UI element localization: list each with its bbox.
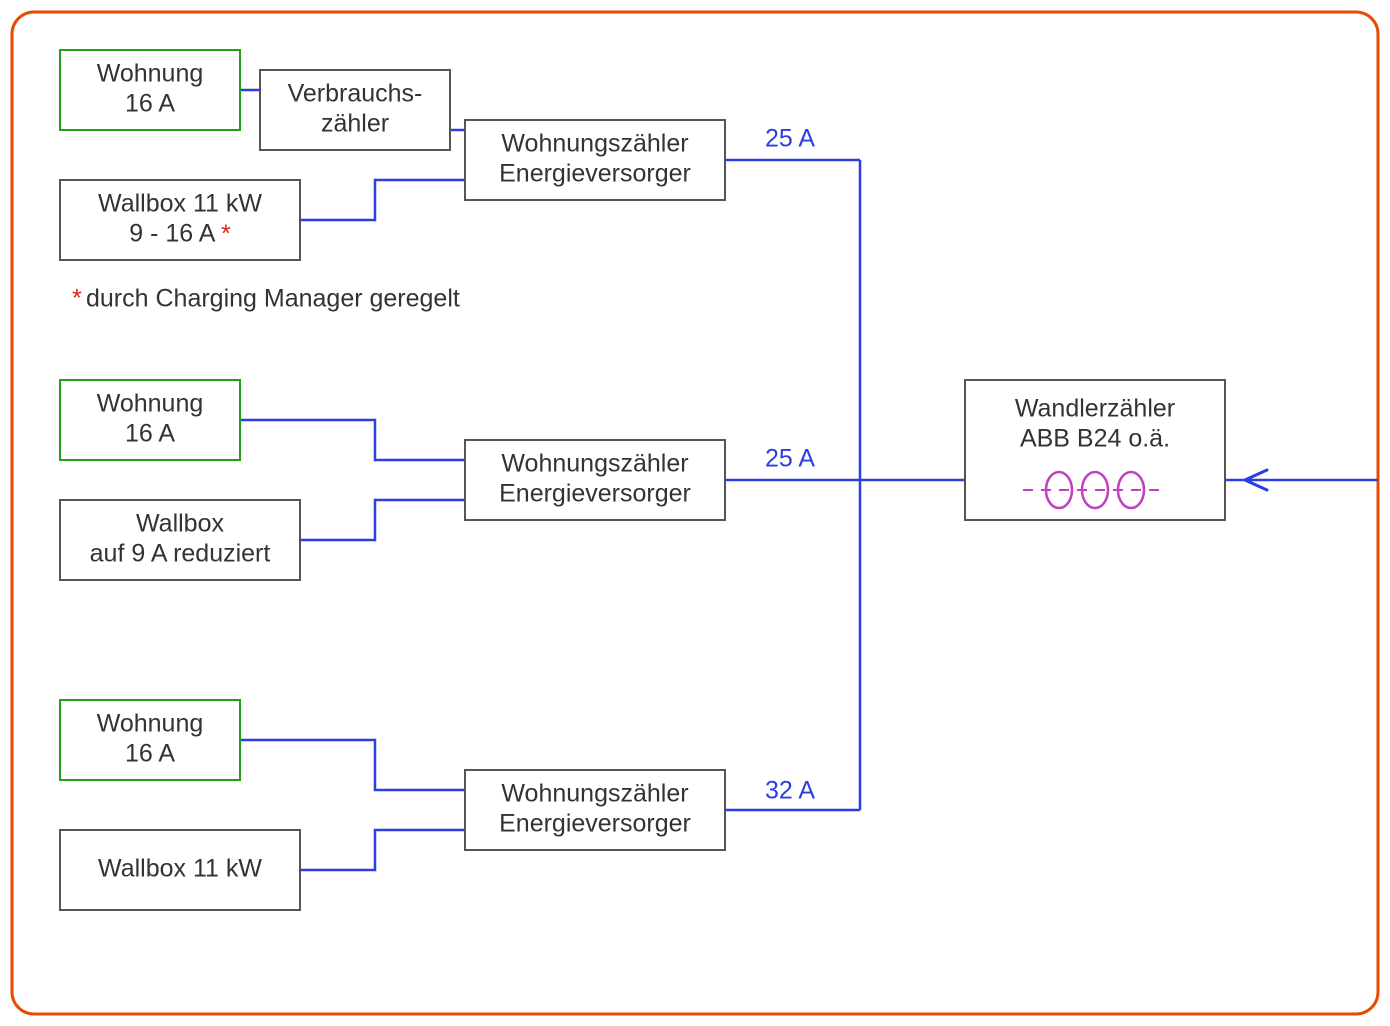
wire-5 xyxy=(300,500,465,540)
node-wb2-line-1: auf 9 A reduziert xyxy=(90,540,271,568)
amp-label-0: 25 A xyxy=(765,125,815,153)
node-wp3-line-0: Wohnungszähler xyxy=(501,780,688,808)
node-vz: Verbrauchs-zähler xyxy=(260,70,450,150)
footnote-asterisk: * xyxy=(72,285,82,313)
amp-label-1: 25 A xyxy=(765,445,815,473)
node-wb3-line-0: Wallbox 11 kW xyxy=(98,855,262,883)
node-main-line-0: Wandlerzähler xyxy=(1015,395,1175,423)
node-wb1-line-0: Wallbox 11 kW xyxy=(98,190,262,218)
node-wb1-line-1: 9 - 16 A * xyxy=(129,220,231,248)
wire-8 xyxy=(300,830,465,870)
node-wp1-line-1: Energieversorger xyxy=(499,160,691,188)
node-wp1: WohnungszählerEnergieversorger xyxy=(465,120,725,200)
node-wp1-line-0: Wohnungszähler xyxy=(501,130,688,158)
node-wb3: Wallbox 11 kW xyxy=(60,830,300,910)
node-wb2: Wallboxauf 9 A reduziert xyxy=(60,500,300,580)
footnote: * durch Charging Manager geregelt xyxy=(72,285,460,313)
node-w1-line-0: Wohnung xyxy=(97,60,204,88)
node-wp3-line-1: Energieversorger xyxy=(499,810,691,838)
node-vz-line-0: Verbrauchs- xyxy=(288,80,423,108)
node-w2-line-1: 16 A xyxy=(125,420,175,448)
wire-4 xyxy=(240,420,465,460)
node-w2-line-0: Wohnung xyxy=(97,390,204,418)
node-main: WandlerzählerABB B24 o.ä. xyxy=(965,380,1225,520)
node-w3-line-1: 16 A xyxy=(125,740,175,768)
node-wb1-asterisk: * xyxy=(214,220,231,248)
node-wb1: Wallbox 11 kW9 - 16 A * xyxy=(60,180,300,260)
node-wp2: WohnungszählerEnergieversorger xyxy=(465,440,725,520)
node-w1-line-1: 16 A xyxy=(125,90,175,118)
node-w3-line-0: Wohnung xyxy=(97,710,204,738)
node-vz-line-1: zähler xyxy=(321,110,389,138)
node-w1: Wohnung16 A xyxy=(60,50,240,130)
node-wb2-line-0: Wallbox xyxy=(136,510,224,538)
amp-label-2: 32 A xyxy=(765,777,815,805)
node-wp2-line-1: Energieversorger xyxy=(499,480,691,508)
node-wp3: WohnungszählerEnergieversorger xyxy=(465,770,725,850)
wire-2 xyxy=(300,180,465,220)
node-w3: Wohnung16 A xyxy=(60,700,240,780)
node-w2: Wohnung16 A xyxy=(60,380,240,460)
footnote-text: durch Charging Manager geregelt xyxy=(86,285,460,313)
wire-7 xyxy=(240,740,465,790)
node-main-line-1: ABB B24 o.ä. xyxy=(1020,425,1170,453)
node-wp2-line-0: Wohnungszähler xyxy=(501,450,688,478)
